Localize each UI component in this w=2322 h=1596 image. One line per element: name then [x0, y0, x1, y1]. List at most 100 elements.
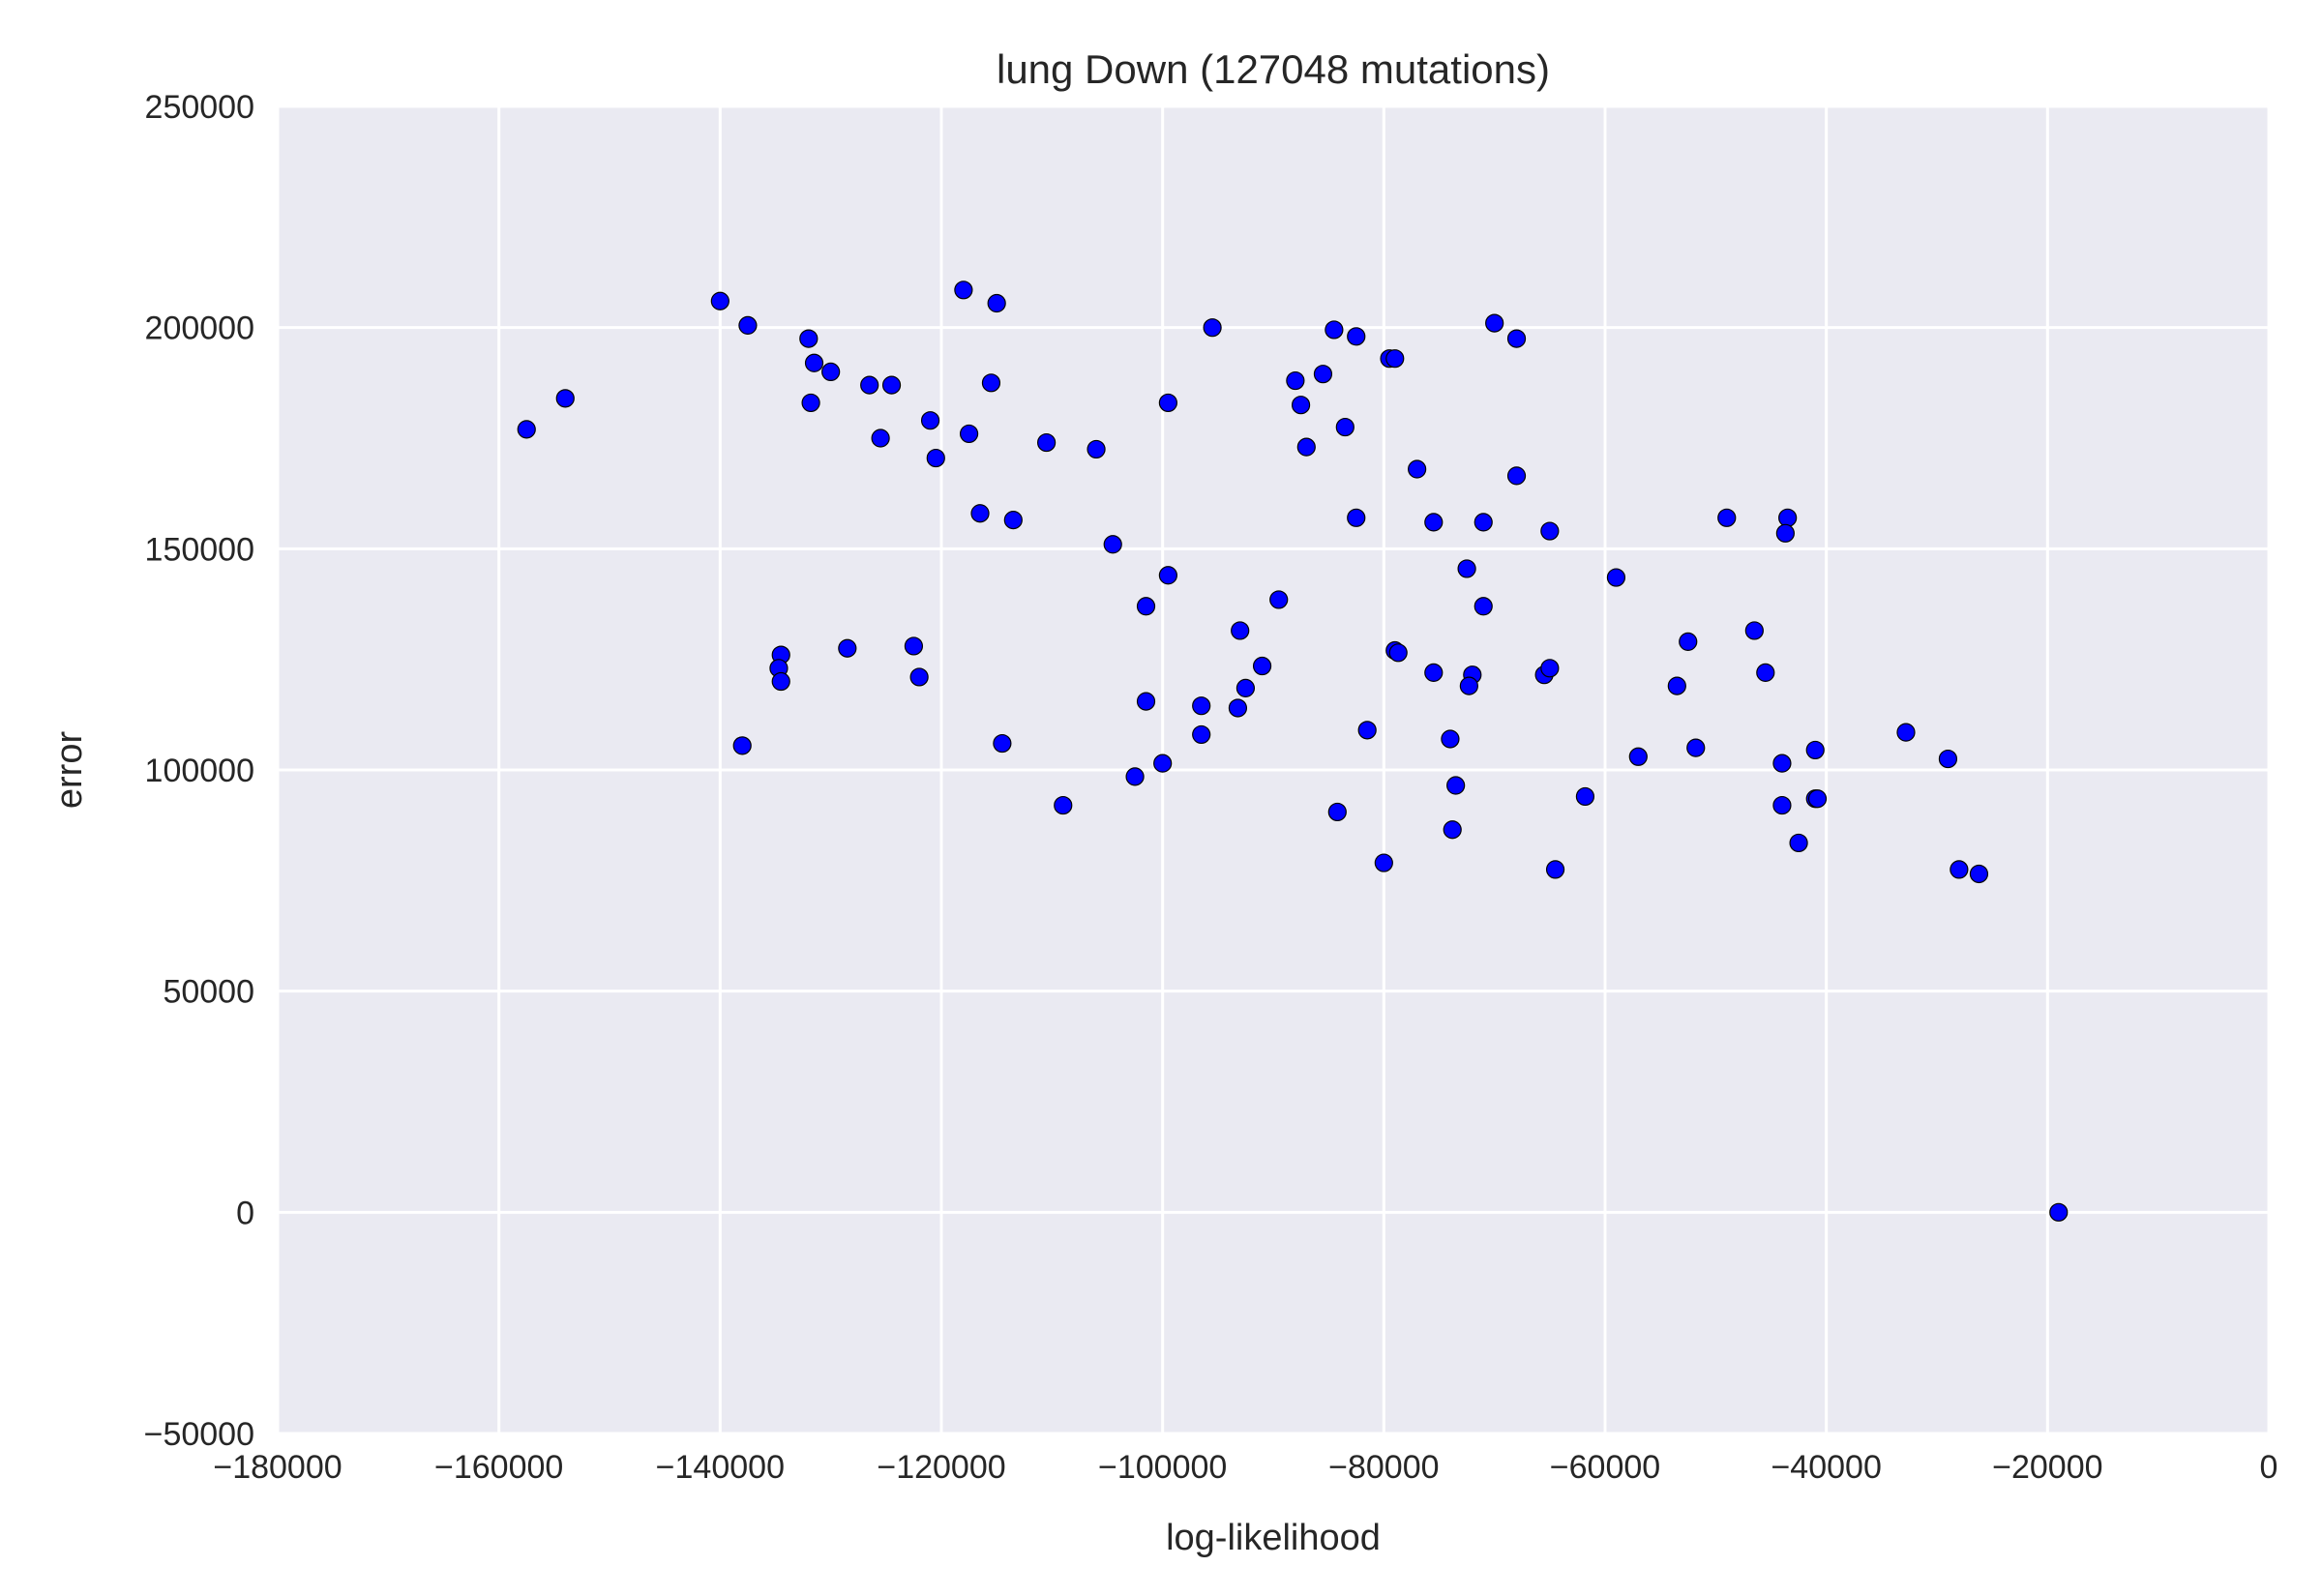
scatter-point	[1938, 749, 1958, 769]
scatter-point	[1325, 320, 1344, 340]
scatter-point	[1756, 663, 1775, 682]
scatter-point	[1667, 676, 1686, 695]
scatter-point	[970, 504, 990, 523]
x-axis-label: log-likelihood	[1166, 1518, 1381, 1558]
data-points	[517, 281, 2069, 1222]
y-axis-label: error	[49, 731, 90, 810]
scatter-point	[1357, 721, 1377, 740]
grid	[276, 104, 2271, 1435]
x-tick-label: −20000	[1992, 1449, 2102, 1486]
scatter-point	[1628, 747, 1648, 766]
scatter-point	[555, 389, 575, 408]
scatter-point	[1087, 439, 1106, 459]
x-tick-label: −140000	[656, 1449, 785, 1486]
y-tick-label: 0	[236, 1195, 254, 1231]
scatter-point	[804, 353, 824, 372]
scatter-point	[821, 362, 841, 381]
scatter-point	[871, 429, 890, 448]
scatter-point	[732, 736, 752, 755]
scatter-point	[1252, 656, 1272, 676]
scatter-point	[1744, 621, 1764, 640]
scatter-point	[1054, 795, 1073, 815]
scatter-point	[1789, 833, 1808, 853]
scatter-point	[1474, 513, 1493, 532]
scatter-point	[993, 733, 1012, 754]
y-tick-label: 100000	[145, 753, 254, 789]
scatter-point	[1686, 738, 1706, 757]
y-tick-labels: −50000 0 50000 100000 150000 200000 250000	[144, 89, 254, 1453]
scatter-point	[1192, 724, 1211, 745]
x-tick-label: −160000	[434, 1449, 563, 1486]
scatter-point	[1506, 329, 1527, 348]
scatter-point	[904, 636, 924, 656]
scatter-point	[838, 638, 857, 658]
scatter-point	[959, 424, 979, 444]
scatter-point	[1136, 597, 1156, 616]
x-tick-label: −180000	[213, 1449, 342, 1486]
scatter-point	[1896, 723, 1916, 742]
scatter-point	[799, 329, 819, 348]
scatter-point	[1228, 698, 1248, 718]
scatter-point	[1125, 767, 1145, 786]
scatter-point	[1347, 508, 1366, 527]
scatter-point	[801, 393, 820, 413]
scatter-point	[1459, 676, 1478, 695]
x-tick-label: 0	[2260, 1449, 2278, 1486]
scatter-point	[1388, 643, 1408, 663]
scatter-point	[1313, 365, 1333, 384]
scatter-point	[1231, 621, 1250, 640]
scatter-point	[1772, 795, 1792, 815]
scatter-point	[920, 411, 940, 430]
scatter-point	[1485, 313, 1504, 333]
scatter-point	[909, 667, 929, 687]
scatter-point	[1778, 508, 1798, 527]
scatter-point	[1158, 393, 1177, 413]
scatter-point	[1385, 349, 1405, 369]
scatter-point	[1679, 632, 1698, 651]
scatter-point	[1969, 864, 1989, 884]
scatter-point	[1805, 740, 1825, 760]
x-tick-labels: −180000 −160000 −140000 −120000 −100000 −8000…	[213, 1449, 2277, 1486]
scatter-point	[954, 281, 973, 300]
scatter-point	[1424, 513, 1444, 532]
scatter-point	[1772, 754, 1792, 773]
scatter-point	[926, 448, 945, 468]
y-tick-label: −50000	[144, 1416, 254, 1453]
scatter-point	[1506, 466, 1527, 486]
x-tick-label: −40000	[1771, 1449, 1881, 1486]
scatter-point	[517, 420, 536, 439]
scatter-point	[1717, 508, 1737, 527]
scatter-point	[1441, 729, 1460, 749]
scatter-point	[771, 671, 790, 692]
scatter-point	[1037, 432, 1057, 453]
scatter-point	[1606, 568, 1626, 587]
scatter-point	[1540, 659, 1560, 678]
scatter-point	[1775, 523, 1795, 543]
x-tick-label: −120000	[877, 1449, 1005, 1486]
scatter-point	[1291, 396, 1311, 415]
scatter-point	[1446, 776, 1466, 795]
scatter-point	[1457, 559, 1476, 578]
scatter-point	[1575, 786, 1595, 807]
scatter-point	[710, 291, 729, 310]
scatter-point	[1158, 566, 1177, 585]
scatter-point	[1474, 597, 1493, 616]
scatter-point	[1443, 820, 1462, 840]
scatter-point	[1153, 754, 1173, 773]
scatter-point	[1950, 860, 1969, 879]
scatter-point	[1327, 802, 1347, 822]
scatter-point	[981, 373, 1001, 393]
y-tick-label: 200000	[145, 310, 254, 347]
chart-title: lung Down (127048 mutations)	[997, 46, 1550, 92]
x-tick-label: −80000	[1328, 1449, 1439, 1486]
scatter-point	[1374, 853, 1393, 872]
scatter-point	[1807, 789, 1828, 809]
scatter-point	[1408, 459, 1427, 479]
scatter-point	[881, 375, 902, 395]
scatter-point	[738, 315, 758, 335]
scatter-point	[1203, 318, 1222, 338]
scatter-point	[1424, 663, 1444, 682]
scatter-point	[1269, 590, 1289, 609]
scatter-point	[860, 375, 879, 395]
